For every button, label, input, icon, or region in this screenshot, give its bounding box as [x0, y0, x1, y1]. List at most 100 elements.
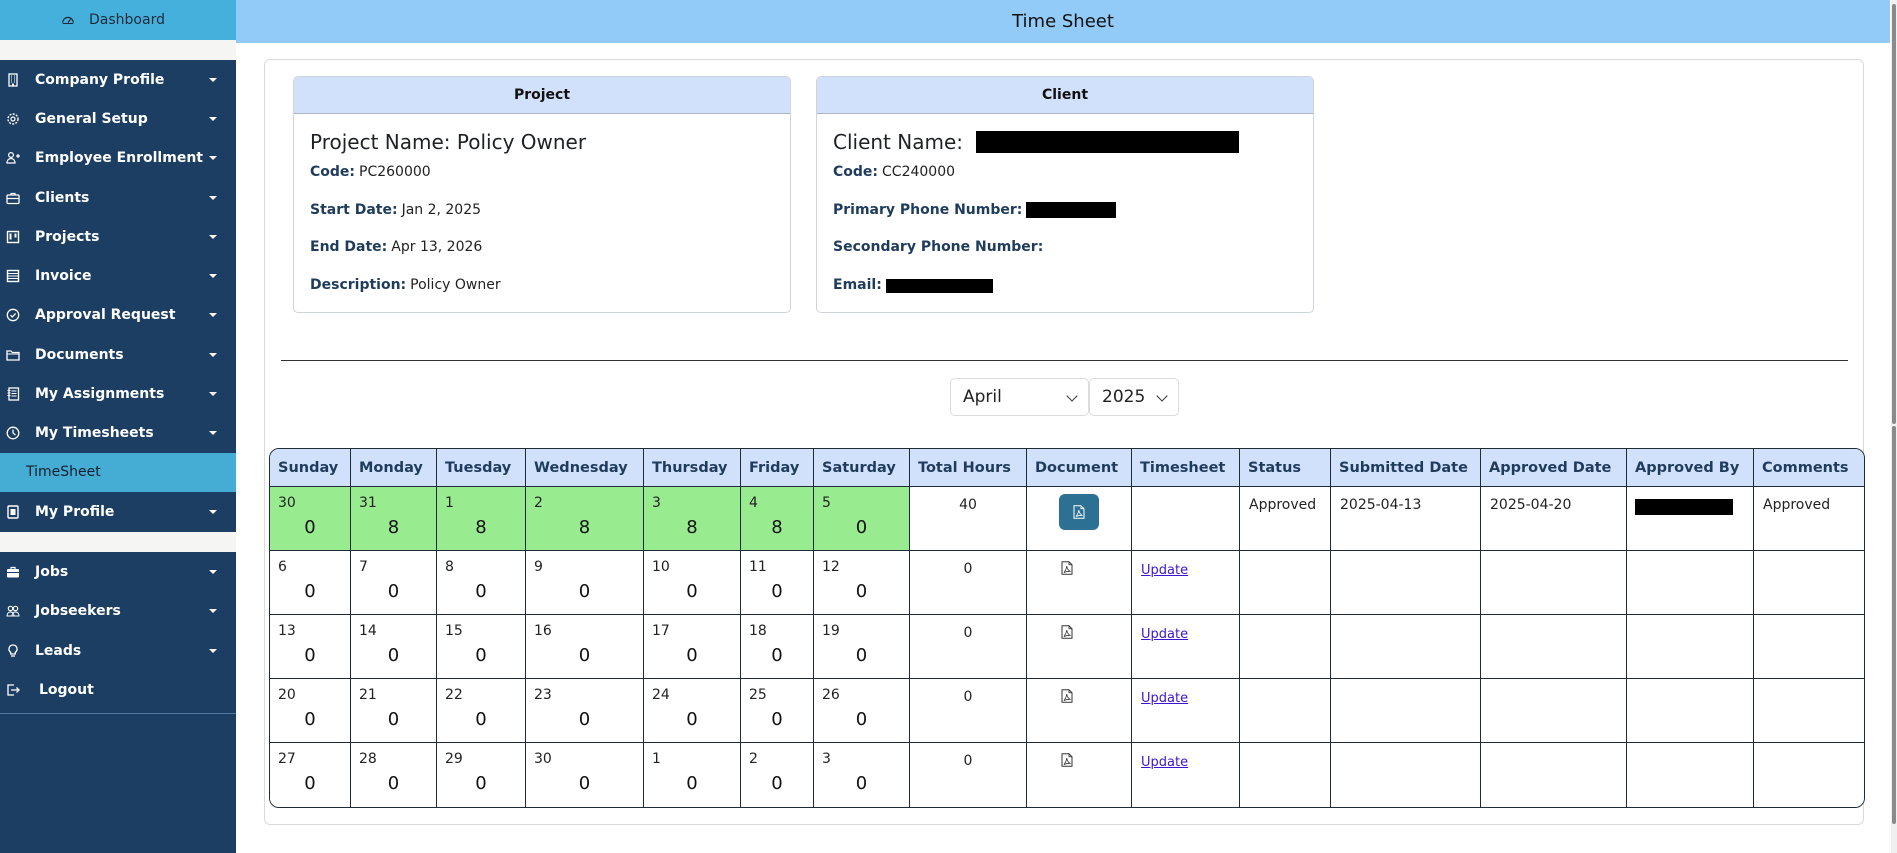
sidebar-item-jobseekers[interactable]: Jobseekers: [0, 592, 236, 631]
project-name: Project Name: Policy Owner: [310, 128, 774, 156]
sidebar-item-documents[interactable]: Documents: [0, 335, 236, 374]
day-hours: 0: [304, 709, 316, 730]
page-header: Time Sheet: [236, 0, 1890, 43]
day-cell-wednesday[interactable]: 23 0: [526, 679, 644, 743]
sidebar-item-logout[interactable]: Logout: [0, 670, 236, 709]
file-pdf-icon[interactable]: [1061, 753, 1073, 771]
day-cell-thursday[interactable]: 24 0: [644, 679, 741, 743]
document-cell: [1027, 487, 1132, 551]
day-cell-sunday[interactable]: 30 0: [270, 487, 351, 551]
day-cell-wednesday[interactable]: 30 0: [526, 743, 644, 807]
day-cell-monday[interactable]: 31 8: [351, 487, 437, 551]
sidebar-item-jobs[interactable]: Jobs: [0, 552, 236, 591]
day-cell-thursday[interactable]: 17 0: [644, 615, 741, 679]
submitted-date-cell: [1331, 615, 1481, 679]
file-pdf-icon[interactable]: [1061, 625, 1073, 643]
day-number: 17: [652, 623, 670, 639]
caret-down-icon: [209, 274, 217, 279]
sidebar-item-projects[interactable]: Projects: [0, 217, 236, 256]
day-hours: 0: [387, 581, 400, 602]
day-cell-monday[interactable]: 14 0: [351, 615, 437, 679]
total-hours-cell: 0: [910, 679, 1027, 743]
kanban-icon: [6, 230, 20, 244]
day-cell-friday[interactable]: 25 0: [741, 679, 814, 743]
day-cell-sunday[interactable]: 20 0: [270, 679, 351, 743]
sidebar-item-leads[interactable]: Leads: [0, 631, 236, 670]
table-header-row: Sunday Monday Tuesday Wednesday Thursday…: [270, 449, 1864, 487]
project-card-header: Project: [294, 77, 790, 114]
sidebar-subitem-timesheet[interactable]: TimeSheet: [0, 452, 236, 492]
file-pdf-icon: [1073, 505, 1085, 519]
col-total-hours: Total Hours: [910, 449, 1027, 487]
day-hours: 8: [387, 517, 400, 538]
update-link[interactable]: Update: [1141, 563, 1189, 578]
year-select[interactable]: 2025: [1089, 378, 1179, 416]
day-cell-sunday[interactable]: 13 0: [270, 615, 351, 679]
day-cell-wednesday[interactable]: 16 0: [526, 615, 644, 679]
day-cell-friday[interactable]: 11 0: [741, 551, 814, 615]
sidebar-item-label: Company Profile: [35, 71, 165, 88]
day-cell-monday[interactable]: 21 0: [351, 679, 437, 743]
day-hours: 0: [855, 645, 868, 666]
file-pdf-icon[interactable]: [1061, 561, 1073, 579]
sidebar-item-employee-enrollment[interactable]: Employee Enrollment: [0, 139, 236, 178]
month-select[interactable]: April: [950, 378, 1089, 416]
sidebar-item-general-setup[interactable]: General Setup: [0, 99, 236, 138]
comments-cell: [1754, 615, 1864, 679]
day-cell-saturday[interactable]: 26 0: [814, 679, 910, 743]
col-document: Document: [1027, 449, 1132, 487]
sidebar-item-company-profile[interactable]: Company Profile: [0, 60, 236, 99]
day-hours: 0: [387, 645, 400, 666]
client-primary-phone-row: Primary Phone Number:: [833, 200, 1297, 238]
building-icon: [6, 72, 20, 87]
day-cell-saturday[interactable]: 19 0: [814, 615, 910, 679]
sidebar-item-my-profile[interactable]: My Profile: [0, 492, 236, 531]
update-link[interactable]: Update: [1141, 691, 1189, 706]
chevron-down-icon: [1066, 390, 1078, 402]
sidebar-item-dashboard[interactable]: Dashboard: [0, 0, 236, 40]
scrollbar-thumb[interactable]: [1892, 4, 1896, 424]
day-cell-thursday[interactable]: 10 0: [644, 551, 741, 615]
day-number: 3: [822, 751, 831, 767]
sidebar-item-my-assignments[interactable]: My Assignments: [0, 374, 236, 413]
logout-icon: [6, 683, 20, 697]
day-cell-tuesday[interactable]: 22 0: [437, 679, 526, 743]
vertical-scrollbar[interactable]: [1891, 0, 1897, 853]
day-number: 10: [652, 559, 670, 575]
day-number: 15: [445, 623, 463, 639]
file-pdf-icon[interactable]: [1061, 689, 1073, 707]
col-status: Status: [1240, 449, 1331, 487]
day-hours: 0: [475, 645, 487, 666]
sidebar-item-clients[interactable]: Clients: [0, 178, 236, 217]
day-cell-saturday[interactable]: 12 0: [814, 551, 910, 615]
day-cell-tuesday[interactable]: 29 0: [437, 743, 526, 807]
day-cell-monday[interactable]: 28 0: [351, 743, 437, 807]
day-cell-friday[interactable]: 18 0: [741, 615, 814, 679]
day-cell-tuesday[interactable]: 15 0: [437, 615, 526, 679]
update-link[interactable]: Update: [1141, 627, 1189, 642]
day-cell-sunday[interactable]: 27 0: [270, 743, 351, 807]
day-hours: 0: [686, 709, 698, 730]
pdf-document-button[interactable]: [1059, 494, 1099, 530]
sidebar-item-approval-request[interactable]: Approval Request: [0, 296, 236, 335]
sidebar-item-label: My Assignments: [35, 386, 165, 403]
caret-down-icon: [209, 648, 217, 653]
caret-down-icon: [209, 352, 217, 357]
sidebar-item-my-timesheets[interactable]: My Timesheets: [0, 414, 236, 453]
day-hours: 0: [686, 645, 698, 666]
sidebar-item-invoice[interactable]: Invoice: [0, 256, 236, 295]
day-hours: 0: [771, 581, 783, 602]
update-link[interactable]: Update: [1141, 755, 1189, 770]
